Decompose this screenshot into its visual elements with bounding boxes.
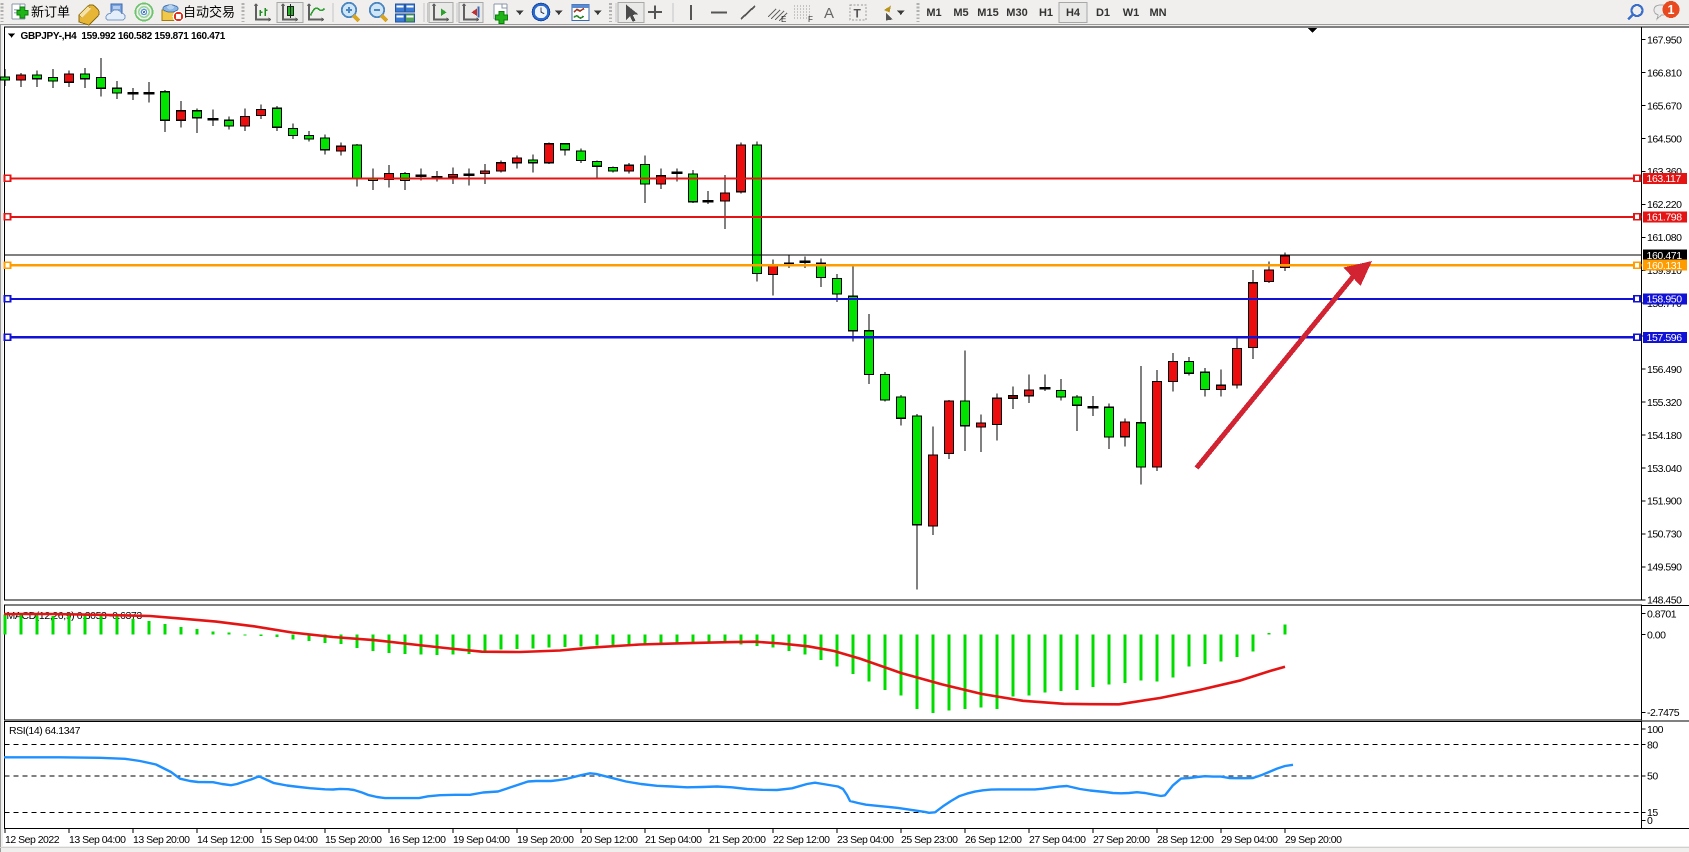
svg-text:100: 100	[1647, 724, 1664, 736]
svg-text:W1: W1	[1123, 7, 1140, 19]
svg-text:28 Sep 12:00: 28 Sep 12:00	[1157, 834, 1214, 846]
svg-text:26 Sep 12:00: 26 Sep 12:00	[965, 834, 1022, 846]
svg-text:22 Sep 12:00: 22 Sep 12:00	[773, 834, 830, 846]
svg-text:15: 15	[1647, 807, 1658, 819]
svg-text:149.590: 149.590	[1647, 562, 1682, 574]
svg-text:H1: H1	[1039, 7, 1053, 19]
svg-text:19 Sep 04:00: 19 Sep 04:00	[453, 834, 510, 846]
svg-text:13 Sep 04:00: 13 Sep 04:00	[69, 834, 126, 846]
svg-text:M5: M5	[953, 7, 968, 19]
svg-text:T: T	[854, 7, 862, 21]
svg-text:GBPJPY-,H4 159.992 160.582 15: GBPJPY-,H4 159.992 160.582 159.871 160.4…	[21, 31, 226, 42]
svg-text:160.131: 160.131	[1647, 260, 1683, 272]
svg-text:H4: H4	[1066, 7, 1081, 19]
svg-text:E: E	[781, 15, 786, 24]
svg-text:F: F	[808, 15, 813, 24]
svg-text:161.798: 161.798	[1647, 212, 1683, 224]
svg-text:1: 1	[1668, 3, 1675, 17]
svg-text:158.950: 158.950	[1647, 294, 1683, 306]
svg-text:14 Sep 12:00: 14 Sep 12:00	[197, 834, 254, 846]
svg-text:160.471: 160.471	[1647, 250, 1683, 262]
svg-text:27 Sep 20:00: 27 Sep 20:00	[1093, 834, 1150, 846]
svg-text:15 Sep 04:00: 15 Sep 04:00	[261, 834, 318, 846]
svg-text:166.810: 166.810	[1647, 67, 1682, 79]
svg-text:M15: M15	[977, 7, 998, 19]
svg-text:165.670: 165.670	[1647, 100, 1682, 112]
svg-text:13 Sep 20:00: 13 Sep 20:00	[133, 834, 190, 846]
svg-text:19 Sep 20:00: 19 Sep 20:00	[517, 834, 574, 846]
svg-text:164.500: 164.500	[1647, 133, 1682, 145]
svg-text:161.080: 161.080	[1647, 232, 1682, 244]
svg-text:157.596: 157.596	[1647, 332, 1683, 344]
svg-text:MN: MN	[1149, 7, 1166, 19]
svg-text:21 Sep 20:00: 21 Sep 20:00	[709, 834, 766, 846]
svg-text:16 Sep 12:00: 16 Sep 12:00	[389, 834, 446, 846]
svg-text:148.450: 148.450	[1647, 595, 1682, 607]
svg-text:23 Sep 04:00: 23 Sep 04:00	[837, 834, 894, 846]
svg-text:D1: D1	[1096, 7, 1110, 19]
svg-text:156.490: 156.490	[1647, 364, 1682, 376]
svg-text:-2.7475: -2.7475	[1647, 707, 1680, 719]
svg-text:A: A	[824, 5, 834, 22]
svg-text:151.900: 151.900	[1647, 496, 1682, 508]
svg-text:25 Sep 23:00: 25 Sep 23:00	[901, 834, 958, 846]
svg-text:0: 0	[1647, 815, 1653, 827]
svg-text:154.180: 154.180	[1647, 430, 1682, 442]
svg-text:27 Sep 04:00: 27 Sep 04:00	[1029, 834, 1086, 846]
svg-text:20 Sep 12:00: 20 Sep 12:00	[581, 834, 638, 846]
svg-text:155.320: 155.320	[1647, 397, 1682, 409]
svg-text:M1: M1	[926, 7, 941, 19]
svg-text:新订单: 新订单	[31, 5, 70, 20]
svg-text:167.950: 167.950	[1647, 34, 1682, 46]
svg-text:153.040: 153.040	[1647, 463, 1682, 475]
svg-text:自动交易: 自动交易	[183, 5, 235, 20]
svg-text:29 Sep 20:00: 29 Sep 20:00	[1285, 834, 1342, 846]
svg-text:15 Sep 20:00: 15 Sep 20:00	[325, 834, 382, 846]
svg-text:0.8701: 0.8701	[1647, 608, 1677, 620]
svg-text:12 Sep 2022: 12 Sep 2022	[5, 834, 60, 846]
svg-text:50: 50	[1647, 771, 1658, 783]
svg-text:0.00: 0.00	[1647, 629, 1666, 641]
svg-text:162.220: 162.220	[1647, 199, 1682, 211]
svg-text:RSI(14) 64.1347: RSI(14) 64.1347	[9, 725, 81, 737]
svg-text:M30: M30	[1006, 7, 1027, 19]
svg-text:21 Sep 04:00: 21 Sep 04:00	[645, 834, 702, 846]
svg-text:150.730: 150.730	[1647, 529, 1682, 541]
svg-text:163.117: 163.117	[1647, 173, 1682, 185]
svg-text:80: 80	[1647, 740, 1658, 752]
svg-text:29 Sep 04:00: 29 Sep 04:00	[1221, 834, 1278, 846]
